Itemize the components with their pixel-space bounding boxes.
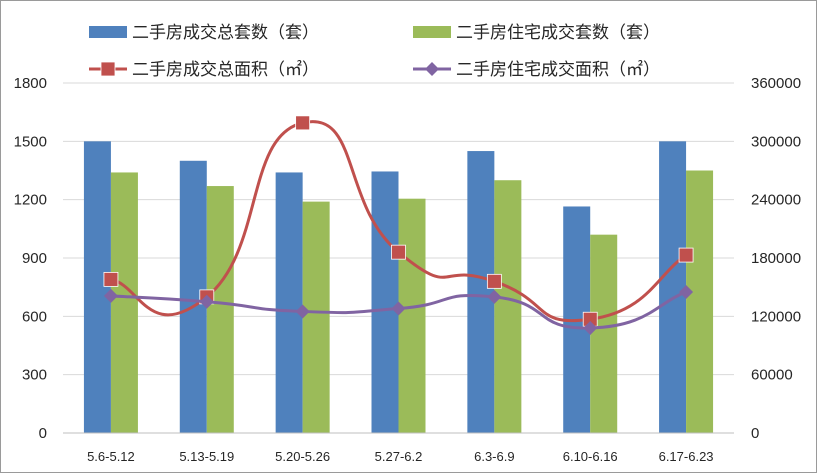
legend-label: 二手房住宅成交面积（㎡） (456, 60, 660, 80)
x-tick-label: 5.6-5.12 (87, 449, 135, 464)
bar-residential-units (302, 201, 330, 433)
point-residential-area (295, 304, 310, 319)
legend-item: 二手房成交总面积（㎡） (89, 60, 319, 80)
right-tick-label: 240000 (751, 192, 801, 209)
x-tick-label: 6.10-6.16 (563, 449, 618, 464)
point-total-area (486, 273, 502, 289)
bar-residential-units (110, 172, 138, 433)
legend-swatch (89, 26, 127, 38)
bar-residential-units (686, 170, 714, 433)
right-tick-label: 180000 (751, 250, 801, 267)
bar-total-units (467, 151, 495, 434)
point-residential-area (583, 321, 598, 335)
legend-swatch-marker (100, 61, 116, 77)
bar-residential-units (494, 180, 522, 433)
bar-total-units (83, 141, 111, 434)
x-tick-label: 6.3-6.9 (474, 449, 514, 464)
left-tick-label: 300 (22, 367, 47, 384)
point-residential-area (199, 294, 214, 309)
point-residential-area (487, 289, 502, 304)
left-tick-label: 0 (39, 425, 47, 442)
left-tick-label: 1500 (14, 133, 47, 150)
point-total-area (295, 115, 311, 131)
legend-swatch-marker (425, 62, 439, 76)
point-residential-area (103, 288, 118, 303)
point-total-area (391, 244, 406, 260)
bars (83, 141, 714, 434)
legend: 二手房成交总套数（套） 二手房住宅成交套数（套） 二手房成交总面积（㎡） 二手房住宅成… (89, 23, 660, 80)
x-tick-label: 5.20-5.26 (275, 449, 330, 464)
point-total-area (103, 271, 119, 287)
right-tick-label: 300000 (751, 133, 801, 150)
legend-swatch (413, 26, 451, 38)
bar-total-units (275, 172, 303, 433)
bar-residential-units (398, 198, 426, 433)
bar-total-units (371, 171, 399, 433)
left-tick-label: 1200 (14, 192, 47, 209)
left-tick-label: 600 (22, 308, 47, 325)
right-tick-label: 360000 (751, 75, 801, 92)
legend-label: 二手房成交总套数（套） (132, 23, 319, 43)
x-tick-label: 5.27-6.2 (375, 449, 423, 464)
legend-item: 二手房成交总套数（套） (89, 23, 319, 43)
point-total-area (678, 247, 694, 263)
legend-item: 二手房住宅成交面积（㎡） (413, 60, 660, 80)
right-tick-label: 60000 (751, 367, 793, 384)
left-tick-label: 900 (22, 250, 47, 267)
legend-label: 二手房成交总面积（㎡） (132, 60, 319, 80)
right-tick-label: 120000 (751, 308, 801, 325)
x-tick-label: 5.13-5.19 (179, 449, 234, 464)
left-tick-label: 1800 (14, 75, 47, 92)
axes: 0 300 600 900 1200 1500 1800 0 60000 120000 180000… (14, 75, 801, 464)
bar-residential-units (590, 234, 618, 433)
legend-item: 二手房住宅成交套数（套） (413, 23, 660, 43)
point-residential-area (679, 285, 694, 300)
right-tick-label: 0 (751, 425, 759, 442)
bar-residential-units (206, 186, 234, 433)
bar-total-units (659, 141, 687, 434)
point-residential-area (391, 301, 406, 316)
legend-label: 二手房住宅成交套数（套） (456, 23, 660, 43)
x-tick-label: 6.17-6.23 (659, 449, 714, 464)
lines (103, 115, 694, 335)
